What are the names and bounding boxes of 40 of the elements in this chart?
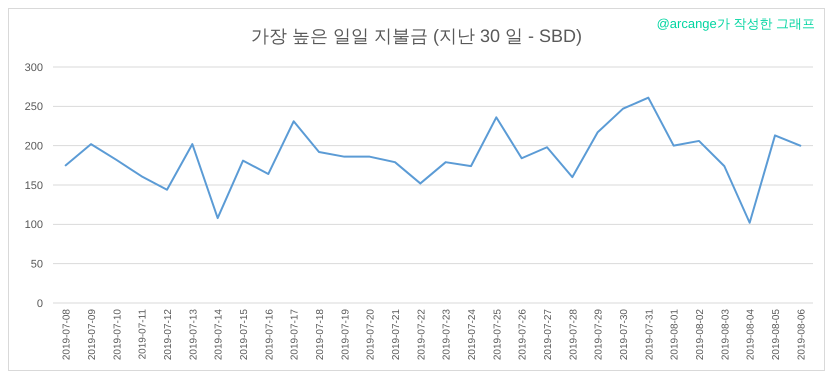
x-tick-label: 2019-07-20 — [366, 308, 377, 360]
x-tick-label: 2019-08-04 — [746, 308, 757, 360]
y-tick-label: 300 — [24, 62, 43, 74]
x-tick-label: 2019-07-19 — [340, 308, 352, 360]
x-tick-label: 2019-07-30 — [619, 308, 630, 360]
x-tick-label: 2019-07-25 — [492, 308, 504, 360]
y-tick-label: 50 — [30, 258, 43, 271]
y-tick-label: 150 — [24, 180, 43, 192]
x-tick-label: 2019-07-14 — [214, 308, 225, 360]
x-tick-label: 2019-08-01 — [670, 308, 681, 360]
x-tick-label: 2019-07-08 — [62, 308, 73, 360]
x-tick-label: 2019-07-10 — [112, 308, 124, 360]
x-tick-label: 2019-07-29 — [594, 308, 605, 360]
x-tick-label: 2019-07-23 — [442, 308, 453, 360]
x-tick-label: 2019-07-24 — [467, 308, 478, 360]
line-series — [64, 96, 802, 224]
x-tick-label: 2019-07-31 — [644, 308, 656, 360]
x-tick-label: 2019-07-17 — [290, 308, 301, 360]
x-tick-label: 2019-07-27 — [543, 308, 554, 360]
x-tick-label: 2019-07-28 — [568, 308, 580, 360]
text: @arcange가 작성한 그래프 — [656, 16, 815, 31]
x-tick-label: 2019-08-06 — [796, 308, 808, 360]
x-tick-label: 2019-08-02 — [695, 308, 706, 360]
x-tick-label: 2019-07-26 — [518, 308, 529, 360]
x-tick-label: 2019-07-21 — [391, 308, 402, 360]
x-tick-label: 2019-07-15 — [239, 308, 250, 360]
y-tick-label: 200 — [24, 140, 43, 153]
x-tick-label: 2019-07-13 — [188, 308, 200, 360]
x-tick-label: 2019-07-18 — [315, 308, 326, 360]
x-tick-label: 2019-08-05 — [771, 308, 782, 360]
x-tick-label: 2019-07-11 — [138, 308, 149, 360]
y-tick-label: 100 — [24, 219, 43, 232]
x-tick-label: 2019-07-12 — [163, 308, 174, 360]
x-tick-label: 2019-07-09 — [87, 308, 98, 360]
y-tick-label: 250 — [24, 101, 43, 114]
x-tick-label: 2019-07-16 — [264, 308, 276, 360]
chart-title: 가장 높은 일일 지불금 (지난 30 일 - SBD) — [250, 26, 582, 46]
y-tick-label: 0 — [36, 298, 43, 310]
x-tick-label: 2019-08-03 — [720, 308, 732, 360]
x-tick-label: 2019-07-22 — [416, 308, 428, 360]
